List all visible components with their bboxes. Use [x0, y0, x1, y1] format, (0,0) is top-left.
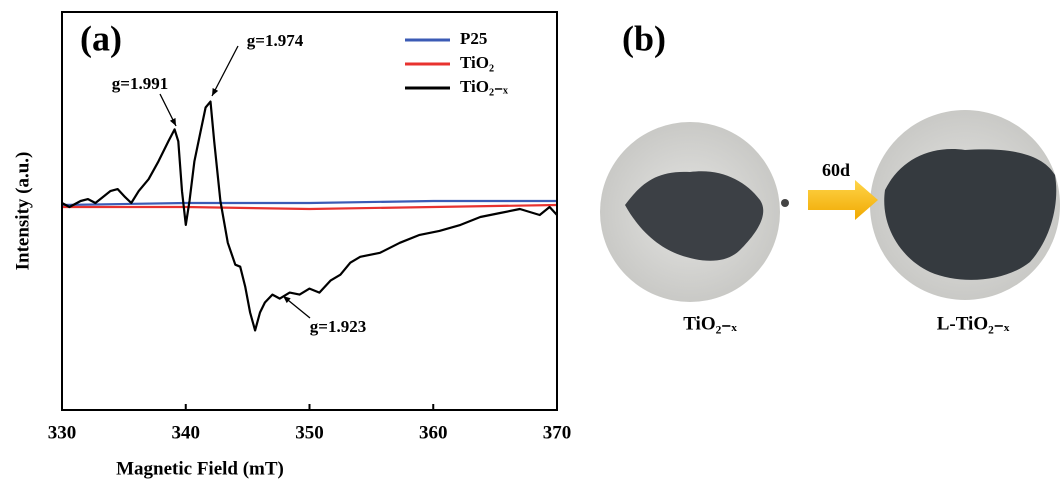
- annotation-arrow: [211, 45, 239, 97]
- panel-label: (b): [622, 18, 666, 58]
- x-tick-label: 330: [48, 422, 77, 443]
- annotation-arrowhead: [283, 296, 291, 304]
- photo-label: L-TiO₂₋ₓ: [937, 313, 1010, 334]
- powder: [781, 199, 789, 207]
- plot-frame: [61, 11, 558, 411]
- legend-label: TiO₂: [460, 53, 494, 72]
- x-tick-label: 340: [172, 422, 201, 443]
- x-tick-label: 360: [419, 422, 448, 443]
- arrow: [808, 180, 878, 220]
- panel-label: (a): [80, 18, 122, 58]
- annotation: g=1.923: [310, 317, 366, 336]
- annotation: g=1.974: [247, 31, 304, 50]
- photo-label: TiO₂₋ₓ: [683, 313, 737, 334]
- series-line: [61, 199, 557, 207]
- arrow-label: 60d: [822, 160, 850, 180]
- powder: [884, 149, 1057, 280]
- annotation-arrowhead: [212, 88, 219, 96]
- plot-area: 330 340 350 360 370 P25 TiO₂ TiO₂₋ₓ g=1.991 g=1.9…: [48, 29, 572, 443]
- x-axis-label: Magnetic Field (mT): [116, 458, 284, 479]
- powder: [625, 171, 764, 261]
- annotation: g=1.991: [112, 74, 168, 93]
- series-line: [62, 203, 558, 211]
- legend-label: TiO₂₋ₓ: [460, 77, 508, 96]
- x-tick-label: 370: [543, 422, 572, 443]
- x-tick-label: 350: [295, 422, 324, 443]
- series-line: [61, 100, 558, 332]
- annotation-arrowhead: [169, 118, 176, 126]
- legend-label: P25: [460, 29, 487, 48]
- y-axis-label: Intensity (a.u.): [12, 152, 33, 271]
